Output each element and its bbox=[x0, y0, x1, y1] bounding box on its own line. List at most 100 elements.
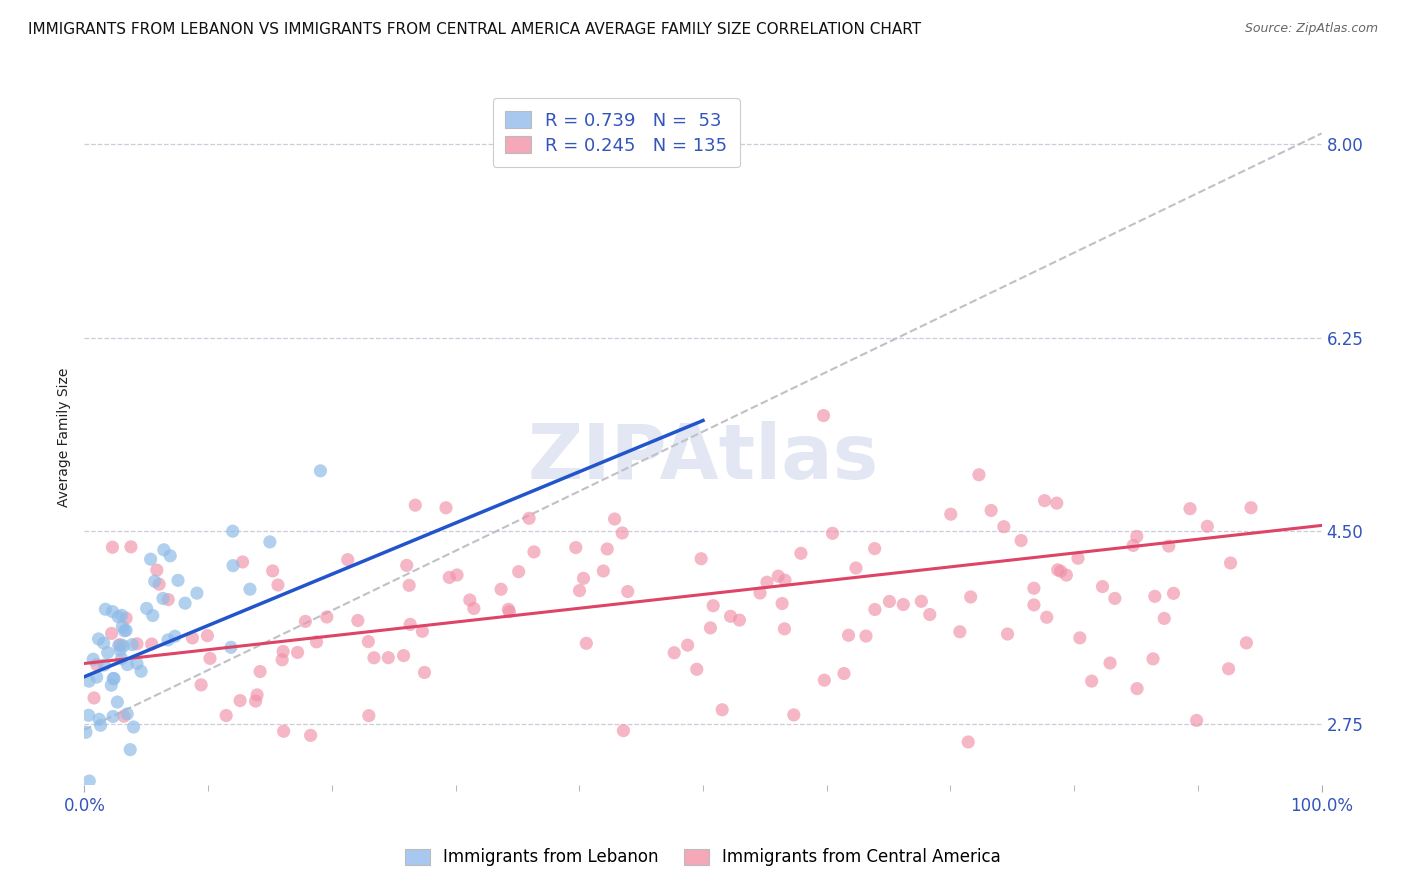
Point bbox=[357, 708, 380, 723]
Point bbox=[612, 723, 634, 738]
Point bbox=[1185, 714, 1208, 728]
Point bbox=[612, 526, 634, 541]
Point bbox=[146, 563, 169, 577]
Point bbox=[676, 638, 699, 652]
Point bbox=[219, 640, 242, 655]
Point bbox=[399, 617, 422, 632]
Point bbox=[152, 591, 174, 606]
Point bbox=[1054, 568, 1077, 582]
Point bbox=[845, 561, 868, 575]
Point bbox=[458, 593, 481, 607]
Point bbox=[768, 569, 790, 583]
Point bbox=[103, 672, 125, 686]
Point bbox=[863, 602, 886, 616]
Point bbox=[108, 638, 131, 652]
Point bbox=[93, 636, 115, 650]
Point bbox=[94, 602, 117, 616]
Point bbox=[115, 624, 138, 638]
Point bbox=[773, 622, 796, 636]
Point bbox=[249, 665, 271, 679]
Point bbox=[267, 578, 290, 592]
Point bbox=[498, 605, 520, 619]
Point bbox=[190, 678, 212, 692]
Point bbox=[813, 673, 835, 688]
Point bbox=[273, 724, 295, 739]
Legend: R = 0.739   N =  53, R = 0.245   N = 135: R = 0.739 N = 53, R = 0.245 N = 135 bbox=[494, 98, 740, 168]
Point bbox=[105, 695, 128, 709]
Point bbox=[664, 646, 686, 660]
Point bbox=[86, 670, 108, 684]
Point bbox=[271, 644, 294, 658]
Text: Source: ZipAtlas.com: Source: ZipAtlas.com bbox=[1244, 22, 1378, 36]
Point bbox=[112, 709, 135, 723]
Point bbox=[215, 708, 238, 723]
Point bbox=[97, 646, 120, 660]
Text: IMMIGRANTS FROM LEBANON VS IMMIGRANTS FROM CENTRAL AMERICA AVERAGE FAMILY SIZE C: IMMIGRANTS FROM LEBANON VS IMMIGRANTS FR… bbox=[28, 22, 921, 37]
Point bbox=[336, 552, 359, 566]
Point bbox=[1142, 652, 1164, 666]
Point bbox=[1067, 551, 1090, 566]
Point bbox=[299, 728, 322, 742]
Point bbox=[108, 643, 131, 657]
Point bbox=[910, 594, 932, 608]
Point bbox=[891, 598, 914, 612]
Point bbox=[271, 653, 294, 667]
Point bbox=[395, 558, 418, 573]
Point bbox=[592, 564, 614, 578]
Point bbox=[489, 582, 512, 597]
Point bbox=[1219, 556, 1241, 570]
Point bbox=[1143, 590, 1166, 604]
Point bbox=[101, 605, 124, 619]
Point bbox=[259, 535, 281, 549]
Point bbox=[135, 601, 157, 615]
Point bbox=[517, 511, 540, 525]
Point bbox=[957, 735, 980, 749]
Point bbox=[1157, 539, 1180, 553]
Point bbox=[197, 629, 219, 643]
Text: ZIPAtlas: ZIPAtlas bbox=[527, 421, 879, 495]
Point bbox=[1126, 681, 1149, 696]
Point bbox=[575, 636, 598, 650]
Point bbox=[711, 703, 734, 717]
Point bbox=[832, 666, 855, 681]
Point bbox=[107, 610, 129, 624]
Point bbox=[411, 624, 433, 639]
Point bbox=[728, 613, 751, 627]
Point bbox=[565, 541, 588, 555]
Point bbox=[770, 597, 793, 611]
Point bbox=[87, 632, 110, 646]
Point bbox=[813, 409, 835, 423]
Point bbox=[568, 583, 591, 598]
Point bbox=[86, 657, 108, 672]
Point bbox=[315, 610, 337, 624]
Point bbox=[125, 657, 148, 671]
Point bbox=[294, 615, 316, 629]
Point bbox=[232, 555, 254, 569]
Point bbox=[239, 582, 262, 597]
Point bbox=[82, 652, 104, 666]
Point bbox=[120, 540, 142, 554]
Point bbox=[377, 650, 399, 665]
Point bbox=[309, 464, 332, 478]
Point bbox=[143, 574, 166, 589]
Point bbox=[939, 507, 962, 521]
Point bbox=[115, 611, 138, 625]
Point bbox=[347, 614, 370, 628]
Point bbox=[222, 524, 245, 538]
Point bbox=[702, 599, 724, 613]
Point bbox=[498, 602, 520, 616]
Point bbox=[1080, 674, 1102, 689]
Point bbox=[287, 645, 309, 659]
Point bbox=[111, 619, 134, 633]
Point bbox=[101, 672, 124, 686]
Point bbox=[129, 665, 152, 679]
Point bbox=[156, 632, 179, 647]
Point bbox=[1046, 563, 1069, 577]
Point bbox=[1234, 636, 1257, 650]
Point bbox=[1153, 611, 1175, 625]
Point bbox=[148, 577, 170, 591]
Point bbox=[157, 592, 180, 607]
Point bbox=[245, 694, 267, 708]
Point bbox=[101, 540, 124, 554]
Point bbox=[603, 512, 626, 526]
